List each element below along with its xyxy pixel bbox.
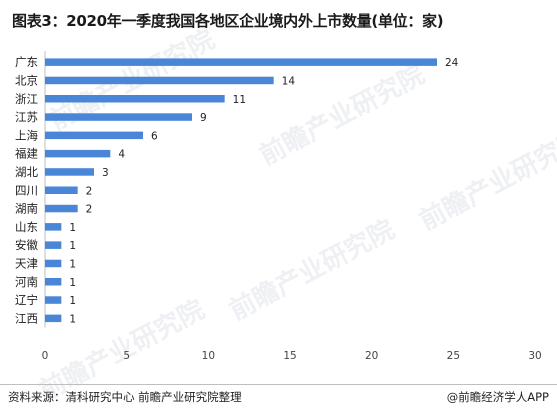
bar: [45, 278, 62, 286]
credit-note: @前瞻经济学人APP: [446, 390, 549, 404]
bar: [45, 149, 111, 158]
bar: [45, 296, 62, 304]
category-label: 广东: [15, 55, 38, 69]
data-label: 1: [69, 240, 76, 252]
category-label: 上海: [15, 128, 38, 142]
bar: [45, 241, 62, 249]
x-tick-label: 15: [283, 350, 296, 362]
x-tick-label: 30: [528, 350, 541, 362]
category-label: 浙江: [15, 92, 38, 106]
category-label: 山东: [15, 220, 38, 234]
bar: [45, 131, 143, 140]
category-label: 辽宁: [15, 293, 38, 307]
x-tick-label: 10: [202, 350, 215, 362]
bar: [45, 314, 62, 323]
bar: [45, 223, 62, 231]
source-note: 资料来源：清科研究中心 前瞻产业研究院整理: [8, 390, 242, 404]
data-label: 4: [118, 149, 125, 161]
bar: [45, 58, 437, 66]
category-label: 四川: [15, 183, 38, 197]
data-label: 2: [86, 204, 93, 216]
x-tick-label: 5: [123, 350, 130, 362]
data-label: 24: [445, 57, 459, 69]
bar: [45, 76, 274, 85]
data-label: 1: [69, 313, 76, 325]
bar: [45, 204, 78, 213]
x-tick-label: 25: [447, 350, 460, 362]
category-label: 江西: [15, 311, 38, 325]
category-label: 河南: [15, 275, 38, 289]
category-label: 天津: [15, 256, 38, 270]
category-label: 北京: [15, 73, 38, 87]
category-label: 江苏: [15, 110, 38, 124]
footer: 资料来源：清科研究中心 前瞻产业研究院整理 @前瞻经济学人APP: [0, 384, 557, 409]
category-label: 湖北: [15, 165, 38, 179]
data-label: 1: [69, 295, 76, 307]
data-label: 14: [282, 75, 296, 87]
data-label: 9: [200, 112, 207, 124]
category-label: 福建: [15, 147, 38, 161]
category-label: 安徽: [15, 238, 38, 252]
bar: [45, 186, 78, 194]
category-label: 湖南: [15, 202, 38, 216]
bar: [45, 113, 192, 121]
data-label: 2: [86, 185, 93, 197]
data-label: 6: [151, 130, 158, 142]
data-label: 1: [69, 222, 76, 234]
data-label: 1: [69, 258, 76, 270]
bar: [45, 259, 62, 268]
x-tick-label: 0: [42, 350, 49, 362]
data-label: 11: [233, 94, 246, 106]
data-label: 1: [69, 277, 76, 289]
bar: [45, 95, 225, 103]
bar: [45, 168, 94, 176]
x-tick-label: 20: [365, 350, 378, 362]
data-label: 3: [102, 167, 109, 179]
chart-title: 图表3：2020年一季度我国各地区企业境内外上市数量(单位：家): [12, 12, 444, 30]
